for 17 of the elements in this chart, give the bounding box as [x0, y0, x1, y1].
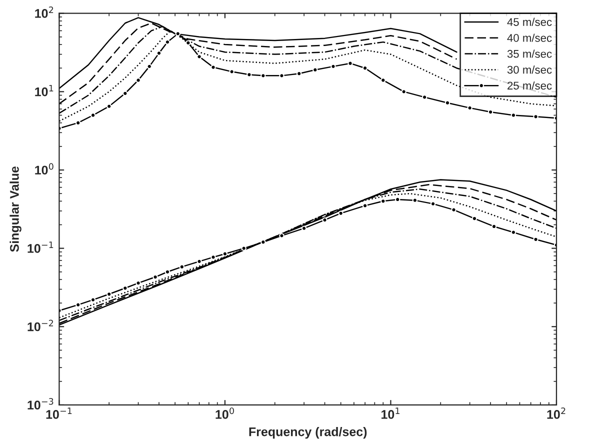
text: 45 m/sec	[507, 18, 552, 26]
x-axis-title: Frequency (rad/sec)	[249, 427, 367, 439]
y-tick-label: 10$^{−3}$	[28, 398, 54, 410]
y-axis-title: Singular Value	[10, 166, 22, 252]
legend-label: 35 m/sec	[507, 50, 552, 58]
y-tick-label: 10$^{−2}$	[28, 320, 54, 332]
x-tick-label: 10$^{1}$	[382, 408, 400, 419]
y-tick-label: 10$^{1}$	[35, 84, 54, 96]
x-tick-label: 10$^{0}$	[216, 407, 234, 419]
x-tick-label: 10$^{2}$	[547, 407, 566, 419]
y-tick-label: 10$^{2}$	[35, 6, 54, 18]
legend-label: 30 m/sec	[507, 66, 552, 74]
legend-label: 25 m/sec	[508, 81, 552, 90]
y-tick-label: 10$^{0}$	[35, 163, 54, 175]
x-tick-label: 10$^{−1}$	[46, 408, 72, 419]
legend-label: 40 m/sec	[507, 34, 552, 42]
y-tick-label: 10$^{−1}$	[28, 242, 54, 253]
